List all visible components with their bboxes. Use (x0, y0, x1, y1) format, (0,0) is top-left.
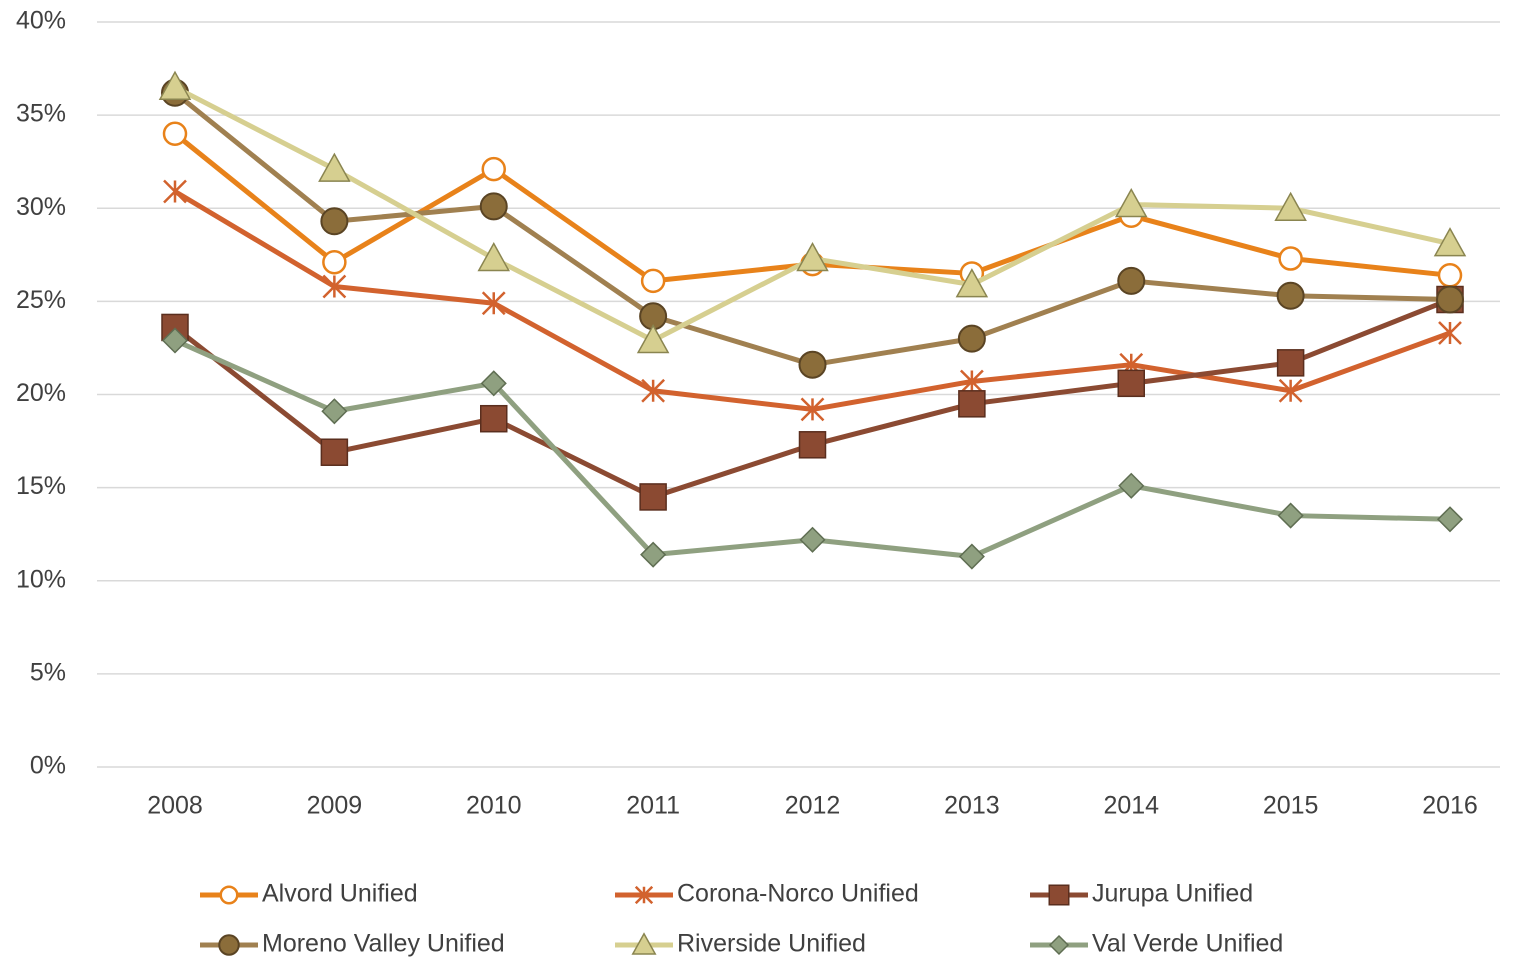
legend-label: Jurupa Unified (1092, 880, 1253, 908)
legend-label: Corona-Norco Unified (677, 880, 919, 908)
y-tick-label: 0% (30, 752, 66, 780)
marker (219, 885, 239, 905)
legend-item: Val Verde Unified (1030, 930, 1283, 958)
x-tick-label: 2016 (1422, 792, 1478, 820)
x-tick-label: 2008 (147, 792, 203, 820)
y-tick-label: 10% (16, 565, 66, 593)
x-tick-label: 2010 (466, 792, 522, 820)
marker (1436, 285, 1464, 314)
x-tick-label: 2009 (307, 792, 363, 820)
marker (1438, 321, 1462, 345)
marker (636, 323, 670, 354)
marker (163, 179, 187, 204)
legend-item: Alvord Unified (200, 880, 418, 908)
marker (639, 483, 667, 511)
x-tick-label: 2015 (1263, 792, 1319, 820)
marker (798, 350, 827, 379)
legend-item: Moreno Valley Unified (200, 930, 505, 958)
marker (1114, 187, 1148, 218)
y-tick-label: 35% (16, 100, 66, 128)
marker (1277, 502, 1304, 529)
marker (218, 934, 240, 956)
y-tick-label: 15% (16, 472, 66, 500)
marker (162, 121, 188, 146)
marker (1437, 263, 1463, 288)
marker (481, 291, 506, 316)
marker (1278, 378, 1303, 403)
marker (477, 241, 511, 272)
x-tick-label: 2014 (1103, 792, 1159, 820)
x-tick-label: 2013 (944, 792, 1000, 820)
marker (481, 156, 506, 182)
marker (957, 324, 986, 353)
marker (955, 268, 989, 298)
marker (799, 526, 826, 553)
y-tick-label: 5% (30, 658, 66, 686)
marker (959, 369, 984, 394)
marker (958, 390, 986, 418)
marker (796, 241, 829, 272)
series-line (173, 90, 1451, 368)
legend-label: Val Verde Unified (1092, 930, 1283, 958)
marker (1117, 369, 1145, 398)
legend-label: Riverside Unified (677, 930, 866, 958)
marker (1278, 246, 1303, 271)
marker (480, 404, 508, 433)
marker (320, 207, 349, 236)
marker (800, 397, 825, 422)
legend-item: Riverside Unified (615, 930, 866, 958)
marker (1436, 506, 1464, 533)
marker (640, 541, 667, 568)
legend-item: Jurupa Unified (1030, 880, 1253, 908)
marker (158, 70, 192, 100)
marker (161, 327, 189, 354)
marker (631, 932, 657, 955)
marker (1433, 227, 1467, 257)
legend-item: Corona-Norco Unified (615, 880, 919, 908)
y-tick-label: 25% (16, 286, 66, 314)
marker (1276, 349, 1305, 377)
marker (634, 885, 654, 905)
y-tick-label: 40% (16, 7, 66, 35)
y-tick-label: 30% (16, 193, 66, 221)
x-tick-label: 2012 (785, 792, 841, 820)
marker (798, 431, 827, 459)
marker (1276, 281, 1305, 310)
marker (1117, 266, 1146, 295)
series-line (173, 297, 1451, 500)
marker (640, 268, 666, 294)
marker (1274, 191, 1307, 221)
marker (318, 152, 351, 182)
marker (1118, 472, 1145, 499)
marker (479, 192, 508, 221)
y-tick-label: 20% (16, 379, 66, 407)
marker (1048, 884, 1070, 906)
marker (958, 543, 985, 570)
legend-label: Alvord Unified (262, 880, 418, 908)
marker (321, 398, 348, 425)
marker (480, 370, 507, 397)
marker (322, 274, 347, 299)
marker (322, 250, 347, 275)
x-tick-label: 2011 (626, 792, 680, 820)
series-line (173, 84, 1451, 343)
marker (320, 438, 349, 466)
marker (641, 378, 666, 403)
legend-label: Moreno Valley Unified (262, 930, 505, 958)
marker (1048, 934, 1070, 956)
